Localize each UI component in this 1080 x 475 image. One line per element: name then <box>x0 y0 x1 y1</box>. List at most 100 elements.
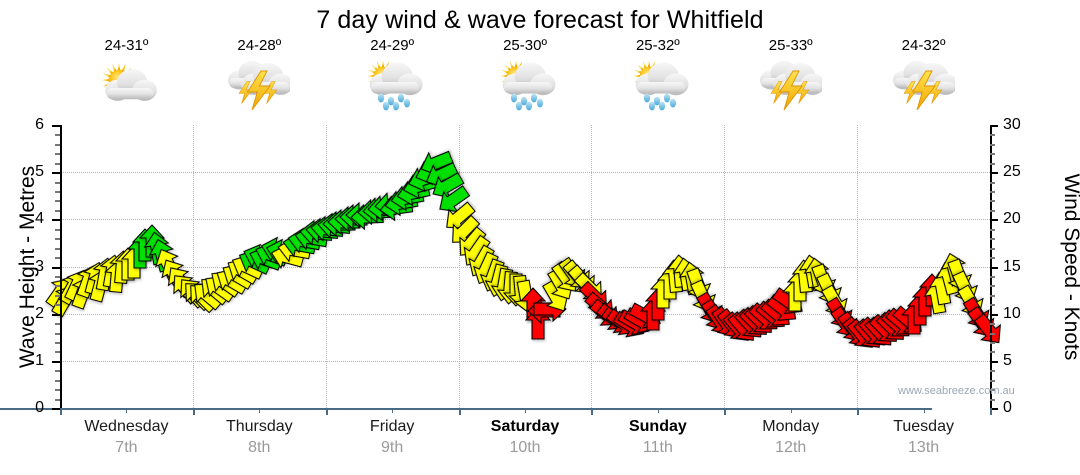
x-axis-half-day-tick <box>392 408 394 413</box>
left-axis-minor-tick <box>55 275 60 278</box>
day-label-tuesday: Tuesday 13th <box>857 416 990 472</box>
left-axis-line <box>60 125 62 410</box>
gridline-day-separator <box>591 125 593 408</box>
left-axis-minor-tick <box>55 209 60 212</box>
right-axis-minor-tick <box>990 153 995 156</box>
left-axis-minor-tick <box>55 379 60 382</box>
temperature-range: 25-32º <box>635 37 680 54</box>
x-axis-half-day-tick <box>790 408 792 413</box>
thunderstorm-icon <box>228 56 294 114</box>
right-axis-tick <box>990 125 998 127</box>
right-axis-minor-tick <box>990 228 995 231</box>
day-name: Saturday <box>490 418 560 435</box>
left-axis-minor-tick <box>55 134 60 137</box>
x-axis-day-tick <box>857 408 860 415</box>
sun-cloud-rain-icon <box>494 56 556 114</box>
right-axis-minor-tick <box>990 294 995 297</box>
gridline-day-separator <box>857 125 859 408</box>
left-axis-minor-tick <box>55 228 60 231</box>
right-axis-minor-tick <box>990 247 995 250</box>
left-axis-minor-tick <box>55 247 60 250</box>
left-axis-minor-tick <box>55 294 60 297</box>
left-axis-tick-label: 1 <box>35 351 44 369</box>
wind-arrow-series <box>45 125 1001 408</box>
right-axis-minor-tick <box>990 238 995 241</box>
right-axis-minor-tick <box>990 257 995 260</box>
left-axis-tick-label: 5 <box>35 163 44 181</box>
x-axis-half-day-tick <box>126 408 128 413</box>
x-axis-half-day-tick <box>525 408 526 413</box>
day-name: Sunday <box>628 418 687 435</box>
right-axis-tick <box>990 408 998 410</box>
x-axis-half-day-tick <box>923 408 925 413</box>
left-axis-tick <box>52 219 60 222</box>
sun-cloud-rain-icon <box>627 56 689 114</box>
day-header-wednesday: 24-31º <box>60 38 193 123</box>
watermark: www.seabreeze.com.au <box>898 385 1015 397</box>
right-axis-tick-label: 10 <box>1003 304 1021 322</box>
right-axis-tick <box>990 313 998 316</box>
right-axis-minor-tick <box>990 191 995 194</box>
left-axis-tick <box>52 360 60 363</box>
temperature-range: 24-29º <box>370 37 415 54</box>
right-axis-tick-label: 0 <box>1003 399 1012 416</box>
wind-arrow <box>968 309 1009 352</box>
right-axis-tick <box>990 219 998 222</box>
right-axis-minor-tick <box>990 379 995 382</box>
left-axis-tick-label: 3 <box>35 257 44 275</box>
x-axis-half-day-tick <box>657 408 659 413</box>
day-label-sunday: Sunday 11th <box>591 416 724 472</box>
left-axis-title: Wave Height - Metres <box>16 165 39 369</box>
day-date: 12th <box>775 439 807 456</box>
day-name: Thursday <box>225 418 293 435</box>
day-header-strip: 24-31º 24-28º <box>60 38 990 123</box>
left-axis-tick-label: 4 <box>35 210 44 228</box>
day-label-wednesday: Wednesday 7th <box>60 416 193 472</box>
right-axis-minor-tick <box>990 323 995 326</box>
left-axis-minor-tick <box>55 398 60 401</box>
day-date: 10th <box>509 439 541 456</box>
gridline-day-separator <box>458 125 460 408</box>
left-axis-minor-tick <box>55 370 60 373</box>
left-axis-minor-tick <box>55 162 60 165</box>
right-axis-tick-label: 30 <box>1003 116 1021 133</box>
left-axis-minor-tick <box>55 238 60 241</box>
day-header-saturday: 25-30º <box>459 38 592 123</box>
left-axis-tick <box>52 125 60 127</box>
day-name: Wednesday <box>84 418 169 435</box>
day-label-thursday: Thursday 8th <box>193 416 326 472</box>
left-axis-minor-tick <box>55 351 60 354</box>
left-axis-minor-tick <box>55 341 60 344</box>
right-axis-minor-tick <box>990 351 995 354</box>
x-axis-day-tick <box>60 408 62 415</box>
x-axis-day-tick <box>591 408 594 415</box>
day-name: Friday <box>369 418 415 435</box>
right-axis-minor-tick <box>990 332 995 335</box>
day-date: 8th <box>248 439 271 456</box>
temperature-range: 24-32º <box>901 37 946 54</box>
x-axis-baseline <box>0 408 932 410</box>
right-axis-minor-tick <box>990 181 995 184</box>
right-axis-tick-label: 25 <box>1003 163 1021 181</box>
gridline-horizontal <box>60 219 990 221</box>
gridline-day-separator <box>192 125 194 408</box>
day-name: Monday <box>762 418 820 435</box>
x-axis-half-day-tick <box>259 408 261 413</box>
left-axis-minor-tick <box>55 143 60 146</box>
left-axis-tick <box>52 313 60 316</box>
right-axis-tick-label: 20 <box>1003 210 1021 228</box>
day-name: Tuesday <box>893 418 954 435</box>
day-date: 7th <box>115 439 138 456</box>
x-axis-day-tick <box>990 408 992 415</box>
left-axis-minor-tick <box>55 285 60 288</box>
right-axis-minor-tick <box>990 275 995 278</box>
right-axis-minor-tick <box>990 398 995 401</box>
right-axis-minor-tick <box>990 389 995 392</box>
day-header-monday: 25-33º <box>724 38 857 123</box>
left-axis-minor-tick <box>55 332 60 335</box>
left-axis-tick-label: 6 <box>35 116 44 133</box>
left-axis-minor-tick <box>55 257 60 260</box>
right-axis-minor-tick <box>990 341 995 344</box>
right-axis-tick-label: 5 <box>1003 351 1012 369</box>
sun-cloud-rain-icon <box>361 56 423 114</box>
